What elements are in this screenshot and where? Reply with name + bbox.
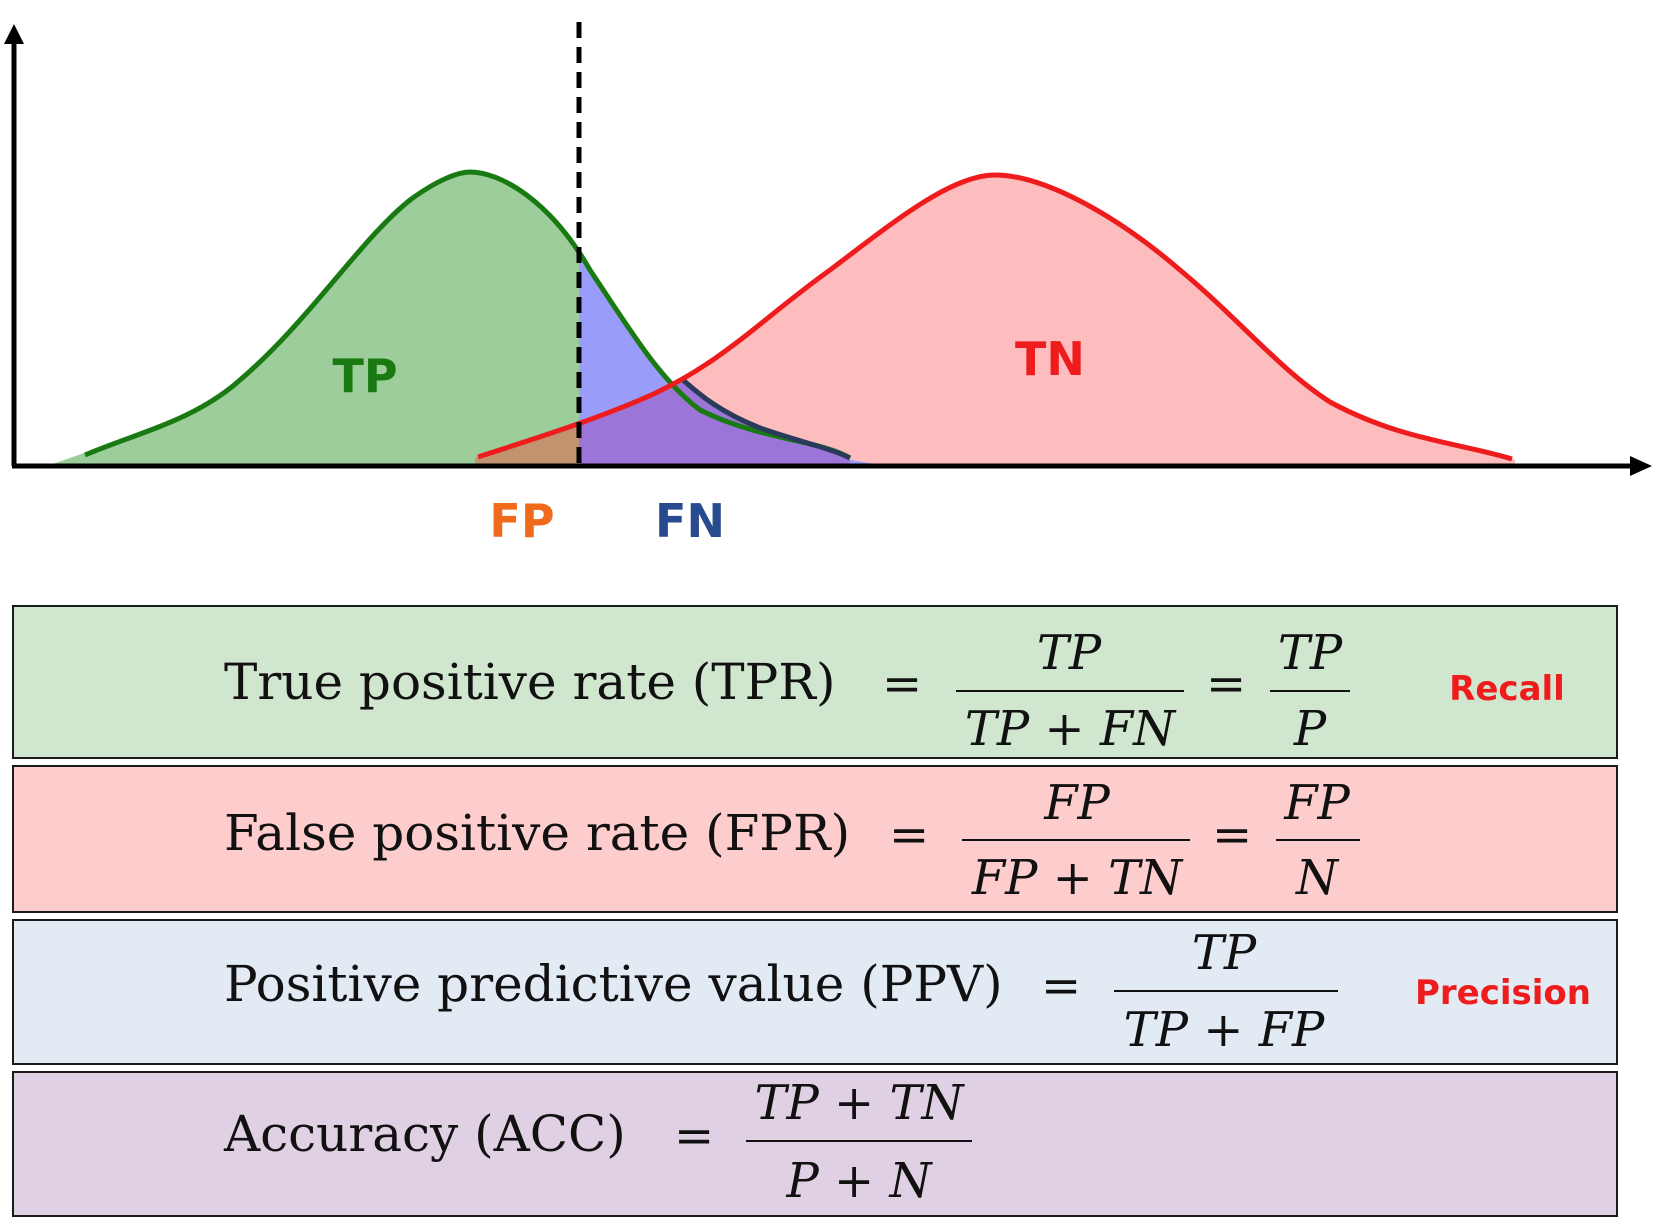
- negative-distribution-curve: [477, 172, 1513, 462]
- acc-equals: =: [674, 1108, 714, 1164]
- fpr-equals: =: [889, 807, 929, 863]
- tpr-fraction-1-numerator: TP: [1037, 625, 1102, 681]
- overlap-region-fill: [579, 380, 850, 465]
- fpr-formula-box: False positive rate (FPR) = FP FP + TN =…: [12, 765, 1618, 913]
- x-axis-arrow-icon: [1630, 456, 1652, 476]
- acc-formula-box: Accuracy (ACC) = TP + TN P + N: [12, 1071, 1618, 1217]
- tpr-fraction-2-denominator: P: [1293, 701, 1327, 757]
- ppv-equals: =: [1041, 958, 1081, 1014]
- tpr-equals: =: [882, 656, 922, 712]
- y-axis-arrow-icon: [4, 24, 24, 44]
- tpr-fraction-2-numerator: TP: [1278, 625, 1343, 681]
- fn-curve-segment: [681, 378, 852, 461]
- distribution-diagram: TP TN FP FN: [4, 22, 1652, 548]
- fpr-fraction-1-numerator: FP: [1043, 775, 1110, 831]
- negative-distribution-fill: [475, 175, 1515, 465]
- fpr-equals-2: =: [1212, 807, 1252, 863]
- fpr-name: False positive rate (FPR): [224, 804, 850, 862]
- ppv-formula-box: Positive predictive value (PPV) = TP TP …: [12, 919, 1618, 1065]
- positive-distribution-fill: [50, 172, 579, 465]
- tp-label: TP: [332, 349, 397, 403]
- fp-label: FP: [489, 494, 554, 548]
- fpr-fraction-2-denominator: N: [1295, 850, 1340, 906]
- ppv-fraction-denominator: TP + FP: [1124, 1002, 1325, 1058]
- acc-fraction-denominator: P + N: [785, 1153, 933, 1209]
- tn-label: TN: [1015, 332, 1085, 386]
- fpr-fraction-2-numerator: FP: [1283, 775, 1350, 831]
- tpr-name: True positive rate (TPR): [224, 653, 835, 711]
- ppv-fraction-numerator: TP: [1192, 925, 1257, 981]
- acc-name: Accuracy (ACC): [223, 1105, 626, 1163]
- tpr-fraction-1-denominator: TP + FN: [965, 701, 1177, 757]
- recall-tag: Recall: [1449, 669, 1565, 709]
- fpr-fraction-1-denominator: FP + TN: [971, 850, 1184, 906]
- acc-fraction-numerator: TP + TN: [754, 1075, 965, 1131]
- ppv-name: Positive predictive value (PPV): [224, 955, 1003, 1013]
- positive-distribution-curve: [84, 169, 852, 461]
- tpr-equals-2: =: [1206, 656, 1246, 712]
- fn-label: FN: [655, 494, 725, 548]
- tpr-formula-box: True positive rate (TPR) = TP TP + FN = …: [12, 605, 1618, 759]
- precision-tag: Precision: [1415, 973, 1591, 1013]
